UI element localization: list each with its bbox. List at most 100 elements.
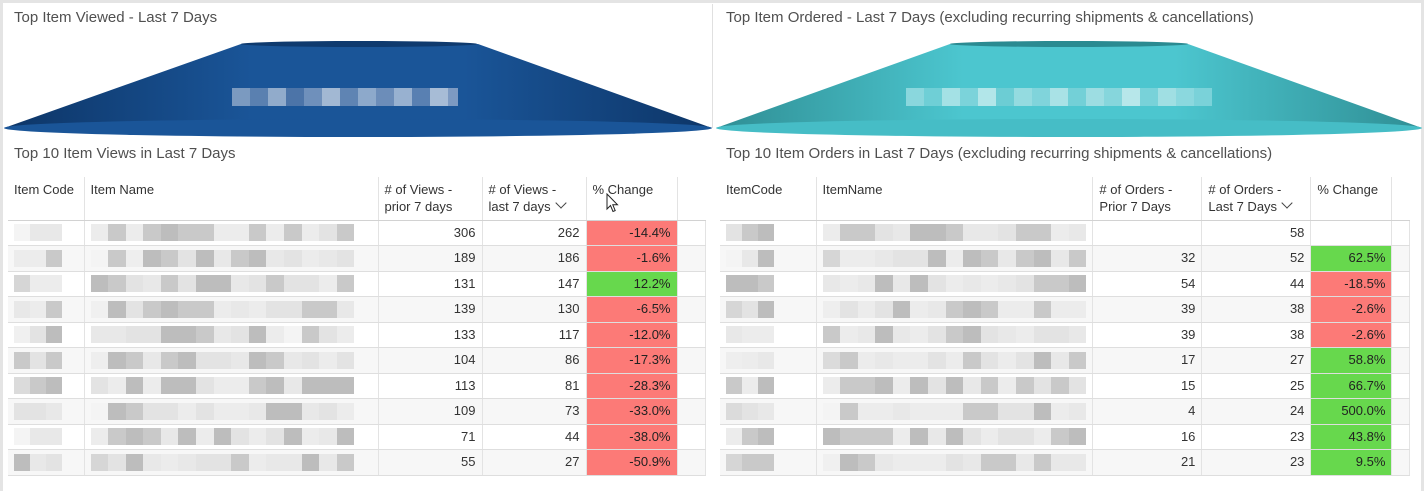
prior-count-cell: 21 xyxy=(1092,449,1203,476)
col-header-orders-last-label: # of Orders - Last 7 Days xyxy=(1208,182,1282,214)
frame-left-border xyxy=(0,0,3,491)
table-row[interactable]: 131 147 12.2% xyxy=(8,271,706,297)
last-count-cell: 38 xyxy=(1201,296,1312,323)
prior-count-cell: 39 xyxy=(1092,296,1203,323)
col-header-item-code[interactable]: Item Code xyxy=(8,177,85,221)
pct-change-cell: -33.0% xyxy=(586,398,678,425)
sort-desc-icon[interactable] xyxy=(1281,197,1293,209)
item-code-cell-redacted xyxy=(720,373,817,399)
item-name-cell-redacted xyxy=(816,398,1094,425)
orders-funnel-top xyxy=(950,41,1188,47)
sort-desc-icon[interactable] xyxy=(554,197,567,209)
col-header-views-prior[interactable]: # of Views - prior 7 days xyxy=(378,177,483,221)
col-header-orders-prior[interactable]: # of Orders - Prior 7 Days xyxy=(1092,177,1203,221)
table-row[interactable]: 16 23 43.8% xyxy=(720,424,1410,450)
table-row[interactable]: 54 44 -18.5% xyxy=(720,271,1410,297)
prior-count-cell: 17 xyxy=(1092,347,1203,374)
pct-change-cell: 9.5% xyxy=(1310,449,1393,476)
spacer-cell xyxy=(1391,296,1410,323)
item-code-cell-redacted xyxy=(8,271,85,297)
table-row[interactable]: 15 25 66.7% xyxy=(720,373,1410,399)
item-name-cell-redacted xyxy=(84,424,379,450)
spacer-cell xyxy=(677,347,706,374)
prior-count-cell: 4 xyxy=(1092,398,1203,425)
pct-change-cell: -2.6% xyxy=(1310,322,1393,348)
item-name-cell-redacted xyxy=(84,373,379,399)
table-row[interactable]: 306 262 -14.4% xyxy=(8,220,706,246)
last-count-cell: 24 xyxy=(1201,398,1312,425)
last-count-cell: 262 xyxy=(482,220,587,246)
item-orders-table: ItemCode ItemName # of Orders - Prior 7 … xyxy=(720,177,1410,476)
item-code-cell-redacted xyxy=(720,220,817,246)
orders-funnel-chart[interactable] xyxy=(716,40,1422,140)
spacer-cell xyxy=(677,424,706,450)
pct-change-cell: 500.0% xyxy=(1310,398,1393,425)
table-row[interactable]: 32 52 62.5% xyxy=(720,245,1410,272)
prior-count-cell: 189 xyxy=(378,245,483,272)
last-count-cell: 130 xyxy=(482,296,587,323)
last-count-cell: 27 xyxy=(1201,347,1312,374)
item-code-cell-redacted xyxy=(8,347,85,374)
spacer-cell xyxy=(677,449,706,476)
item-name-cell-redacted xyxy=(84,245,379,272)
item-name-cell-redacted xyxy=(816,347,1094,374)
last-count-cell: 73 xyxy=(482,398,587,425)
col-header-item-name[interactable]: Item Name xyxy=(84,177,379,221)
item-name-cell-redacted xyxy=(816,296,1094,323)
item-code-cell-redacted xyxy=(720,347,817,374)
pct-change-cell: -1.6% xyxy=(586,245,678,272)
table-row[interactable]: 109 73 -33.0% xyxy=(8,398,706,425)
right-funnel-title: Top Item Ordered - Last 7 Days (excludin… xyxy=(726,9,1254,26)
item-views-table: Item Code Item Name # of Views - prior 7… xyxy=(8,177,706,476)
col-header-item-code[interactable]: ItemCode xyxy=(720,177,817,221)
views-funnel-label-redacted xyxy=(232,88,458,106)
col-header-pct-change[interactable]: % Change xyxy=(586,177,678,221)
table-row[interactable]: 55 27 -50.9% xyxy=(8,449,706,476)
item-code-cell-redacted xyxy=(8,220,85,246)
last-count-cell: 117 xyxy=(482,322,587,348)
table-row[interactable]: 39 38 -2.6% xyxy=(720,322,1410,348)
table-row[interactable]: 189 186 -1.6% xyxy=(8,245,706,272)
col-header-pct-change[interactable]: % Change xyxy=(1310,177,1393,221)
prior-count-cell: 131 xyxy=(378,271,483,297)
table-row[interactable]: 113 81 -28.3% xyxy=(8,373,706,399)
spacer-cell xyxy=(677,296,706,323)
orders-funnel-shape xyxy=(716,44,1422,128)
table-row[interactable]: 21 23 9.5% xyxy=(720,449,1410,476)
table-row[interactable]: 58 xyxy=(720,220,1410,246)
views-funnel-chart[interactable] xyxy=(4,40,712,140)
table-row[interactable]: 139 130 -6.5% xyxy=(8,296,706,323)
prior-count-cell: 55 xyxy=(378,449,483,476)
item-code-cell-redacted xyxy=(8,322,85,348)
last-count-cell: 27 xyxy=(482,449,587,476)
pct-change-cell: -6.5% xyxy=(586,296,678,323)
pct-change-cell: -12.0% xyxy=(586,322,678,348)
left-funnel-title: Top Item Viewed - Last 7 Days xyxy=(14,9,218,26)
orders-funnel-label-redacted xyxy=(906,88,1212,106)
item-code-cell-redacted xyxy=(720,271,817,297)
table-row[interactable]: 39 38 -2.6% xyxy=(720,296,1410,323)
table-row[interactable]: 17 27 58.8% xyxy=(720,347,1410,374)
table-row[interactable]: 71 44 -38.0% xyxy=(8,424,706,450)
col-header-orders-last[interactable]: # of Orders - Last 7 Days xyxy=(1201,177,1312,221)
prior-count-cell: 133 xyxy=(378,322,483,348)
table-row[interactable]: 4 24 500.0% xyxy=(720,398,1410,425)
item-name-cell-redacted xyxy=(816,449,1094,476)
pct-change-cell: -38.0% xyxy=(586,424,678,450)
spacer-cell xyxy=(677,398,706,425)
prior-count-cell: 71 xyxy=(378,424,483,450)
last-count-cell: 86 xyxy=(482,347,587,374)
frame-right-border xyxy=(1421,0,1424,491)
table-row[interactable]: 104 86 -17.3% xyxy=(8,347,706,374)
col-header-views-last[interactable]: # of Views - last 7 days xyxy=(482,177,587,221)
pct-change-cell: -2.6% xyxy=(1310,296,1393,323)
col-header-item-name[interactable]: ItemName xyxy=(816,177,1094,221)
table-row[interactable]: 133 117 -12.0% xyxy=(8,322,706,348)
spacer-cell xyxy=(1391,220,1410,246)
spacer-cell xyxy=(1391,347,1410,374)
item-code-cell-redacted xyxy=(720,424,817,450)
col-header-spacer xyxy=(677,177,706,221)
item-name-cell-redacted xyxy=(816,373,1094,399)
pct-change-cell: 66.7% xyxy=(1310,373,1393,399)
col-header-spacer xyxy=(1391,177,1410,221)
